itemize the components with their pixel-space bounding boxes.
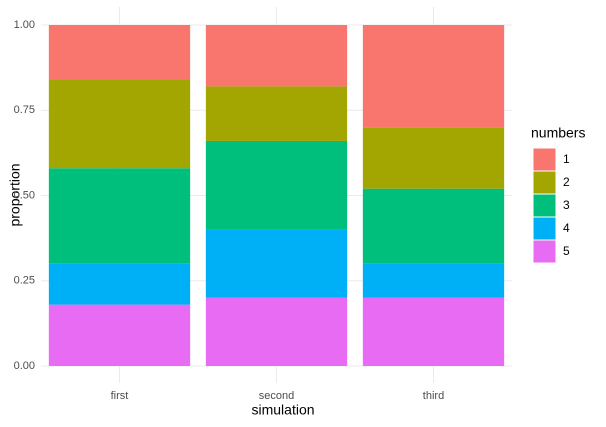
- y-tick-label: 0.00: [14, 360, 35, 372]
- legend-label: 3: [563, 198, 570, 212]
- bar-segment: [362, 25, 505, 128]
- bar-segment: [362, 297, 505, 366]
- bar-segment: [205, 297, 348, 366]
- bar-segment: [205, 86, 348, 141]
- bar-segment: [362, 263, 505, 298]
- y-axis-title: proportion: [7, 163, 23, 226]
- bar-segment: [48, 304, 191, 366]
- legend-key: [532, 170, 557, 195]
- x-tick-label: first: [111, 390, 129, 402]
- bar-segment: [205, 25, 348, 87]
- legend-key: [532, 193, 557, 218]
- y-tick-label: 0.50: [14, 189, 35, 201]
- bar-segment: [362, 188, 505, 264]
- bar-segment: [48, 79, 191, 169]
- legend-label: 1: [563, 152, 570, 166]
- legend-label: 5: [563, 244, 570, 258]
- legend-key: [532, 147, 557, 172]
- y-tick-label: 0.25: [14, 275, 35, 287]
- legend-label: 4: [563, 221, 570, 235]
- x-tick-label: third: [423, 390, 444, 402]
- bar-segment: [205, 229, 348, 298]
- bar-segment: [48, 263, 191, 305]
- legend-key: [532, 239, 557, 264]
- y-tick-label: 0.75: [14, 104, 35, 116]
- legend-label: 2: [563, 175, 570, 189]
- bar-segment: [48, 168, 191, 264]
- legend-key: [532, 216, 557, 241]
- y-tick-label: 1.00: [14, 19, 35, 31]
- bar-segment: [362, 127, 505, 189]
- x-axis-title: simulation: [251, 402, 314, 418]
- bar-segment: [48, 25, 191, 80]
- legend-title: numbers: [531, 125, 585, 141]
- x-tick-label: second: [259, 390, 294, 402]
- bar-segment: [205, 140, 348, 230]
